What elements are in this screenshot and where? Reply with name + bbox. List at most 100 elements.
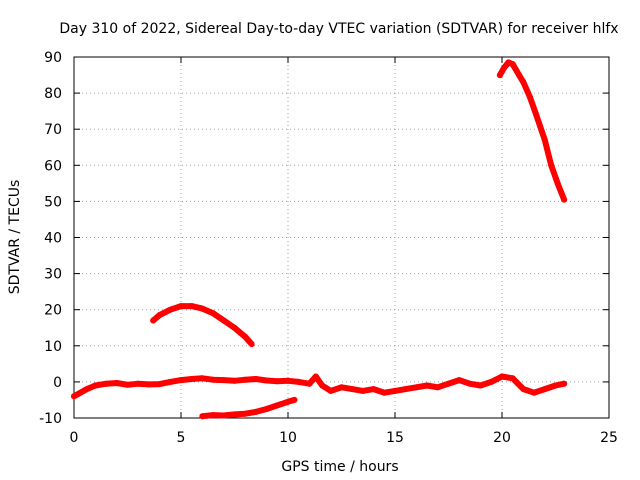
data-point <box>413 384 420 391</box>
data-point <box>199 413 206 420</box>
data-point <box>210 310 217 317</box>
data-point <box>520 386 527 393</box>
series-arc-morning <box>150 303 255 347</box>
data-point <box>167 378 174 385</box>
data-point <box>312 373 319 380</box>
data-point <box>501 64 508 71</box>
x-tick-label: 15 <box>386 430 404 446</box>
data-point <box>178 303 184 310</box>
axis-ticks <box>73 56 610 419</box>
data-point <box>199 305 206 312</box>
data-point <box>349 386 356 393</box>
data-point <box>327 387 334 394</box>
data-point <box>150 317 157 324</box>
data-point <box>178 377 184 384</box>
data-point <box>554 180 561 187</box>
data-point <box>188 303 195 310</box>
data-point <box>83 386 90 393</box>
x-tick-label: 25 <box>600 430 618 446</box>
data-point <box>156 312 163 319</box>
data-point <box>210 412 217 419</box>
data-point <box>231 377 238 384</box>
y-tick-label: 80 <box>44 86 62 102</box>
x-tick-label: 0 <box>70 430 79 446</box>
data-point <box>424 382 431 389</box>
data-point <box>509 61 516 68</box>
chart-title: Day 310 of 2022, Sidereal Day-to-day VTE… <box>59 21 618 37</box>
data-point <box>274 378 281 385</box>
data-point <box>167 306 174 313</box>
data-point <box>526 93 533 100</box>
data-point <box>466 380 473 387</box>
data-point <box>541 137 548 143</box>
data-point <box>92 382 99 389</box>
data-point <box>263 377 270 384</box>
data-point <box>248 341 255 347</box>
data-point <box>561 196 568 203</box>
data-point <box>306 380 313 387</box>
data-point <box>231 324 238 331</box>
y-tick-label: 50 <box>44 194 62 210</box>
y-tick-label: 20 <box>44 303 62 319</box>
data-point <box>113 380 120 386</box>
data-point <box>103 380 110 387</box>
data-point <box>520 79 527 86</box>
data-point <box>359 387 366 394</box>
data-point <box>274 402 281 409</box>
data-point <box>145 381 152 388</box>
x-tick-label: 10 <box>279 430 297 446</box>
data-point <box>188 376 195 382</box>
data-point <box>338 384 345 391</box>
data-point <box>531 389 538 396</box>
data-point <box>135 380 142 387</box>
data-point <box>488 378 495 385</box>
data-point <box>552 382 559 389</box>
data-point <box>499 373 505 380</box>
y-tick-label: 40 <box>44 231 62 247</box>
data-point <box>156 381 163 388</box>
data-point <box>263 406 270 412</box>
y-tick-label: -10 <box>39 411 62 427</box>
data-point <box>210 376 217 383</box>
data-point <box>392 387 398 394</box>
data-point <box>242 410 249 417</box>
data-point <box>509 375 516 382</box>
y-tick-label: 60 <box>44 158 62 174</box>
data-point <box>199 375 206 382</box>
data-point <box>231 411 238 418</box>
y-tick-labels: -10 0 10 20 30 40 50 60 70 80 90 <box>39 50 62 427</box>
data-point <box>285 398 291 405</box>
data-point <box>220 377 227 384</box>
grid <box>74 57 609 418</box>
data-point <box>291 396 298 403</box>
y-axis-label: SDTVAR / TECUs <box>7 180 23 295</box>
data-point <box>516 72 523 79</box>
x-tick-label: 20 <box>493 430 511 446</box>
data-point <box>561 380 568 387</box>
data-point <box>252 376 259 382</box>
x-tick-label: 5 <box>177 430 186 446</box>
y-tick-label: 90 <box>44 50 62 66</box>
series-arc-negative <box>199 396 298 420</box>
data-point <box>319 382 326 389</box>
data-point <box>220 317 227 324</box>
series-arc-evening <box>496 59 568 203</box>
data-point <box>434 384 441 391</box>
data-point <box>533 111 540 118</box>
data-point <box>252 408 259 415</box>
data-point <box>477 382 484 389</box>
data-point <box>548 162 555 169</box>
y-tick-label: 0 <box>53 375 62 391</box>
y-tick-label: 70 <box>44 122 62 138</box>
data-point <box>242 333 249 340</box>
data-point <box>220 412 227 419</box>
data-point <box>445 380 452 387</box>
data-point <box>71 393 77 400</box>
y-tick-label: 30 <box>44 267 62 283</box>
data-point <box>381 389 388 396</box>
series-layer <box>71 59 568 420</box>
data-point <box>285 377 291 384</box>
y-tick-label: 10 <box>44 339 62 355</box>
data-point <box>456 377 463 384</box>
